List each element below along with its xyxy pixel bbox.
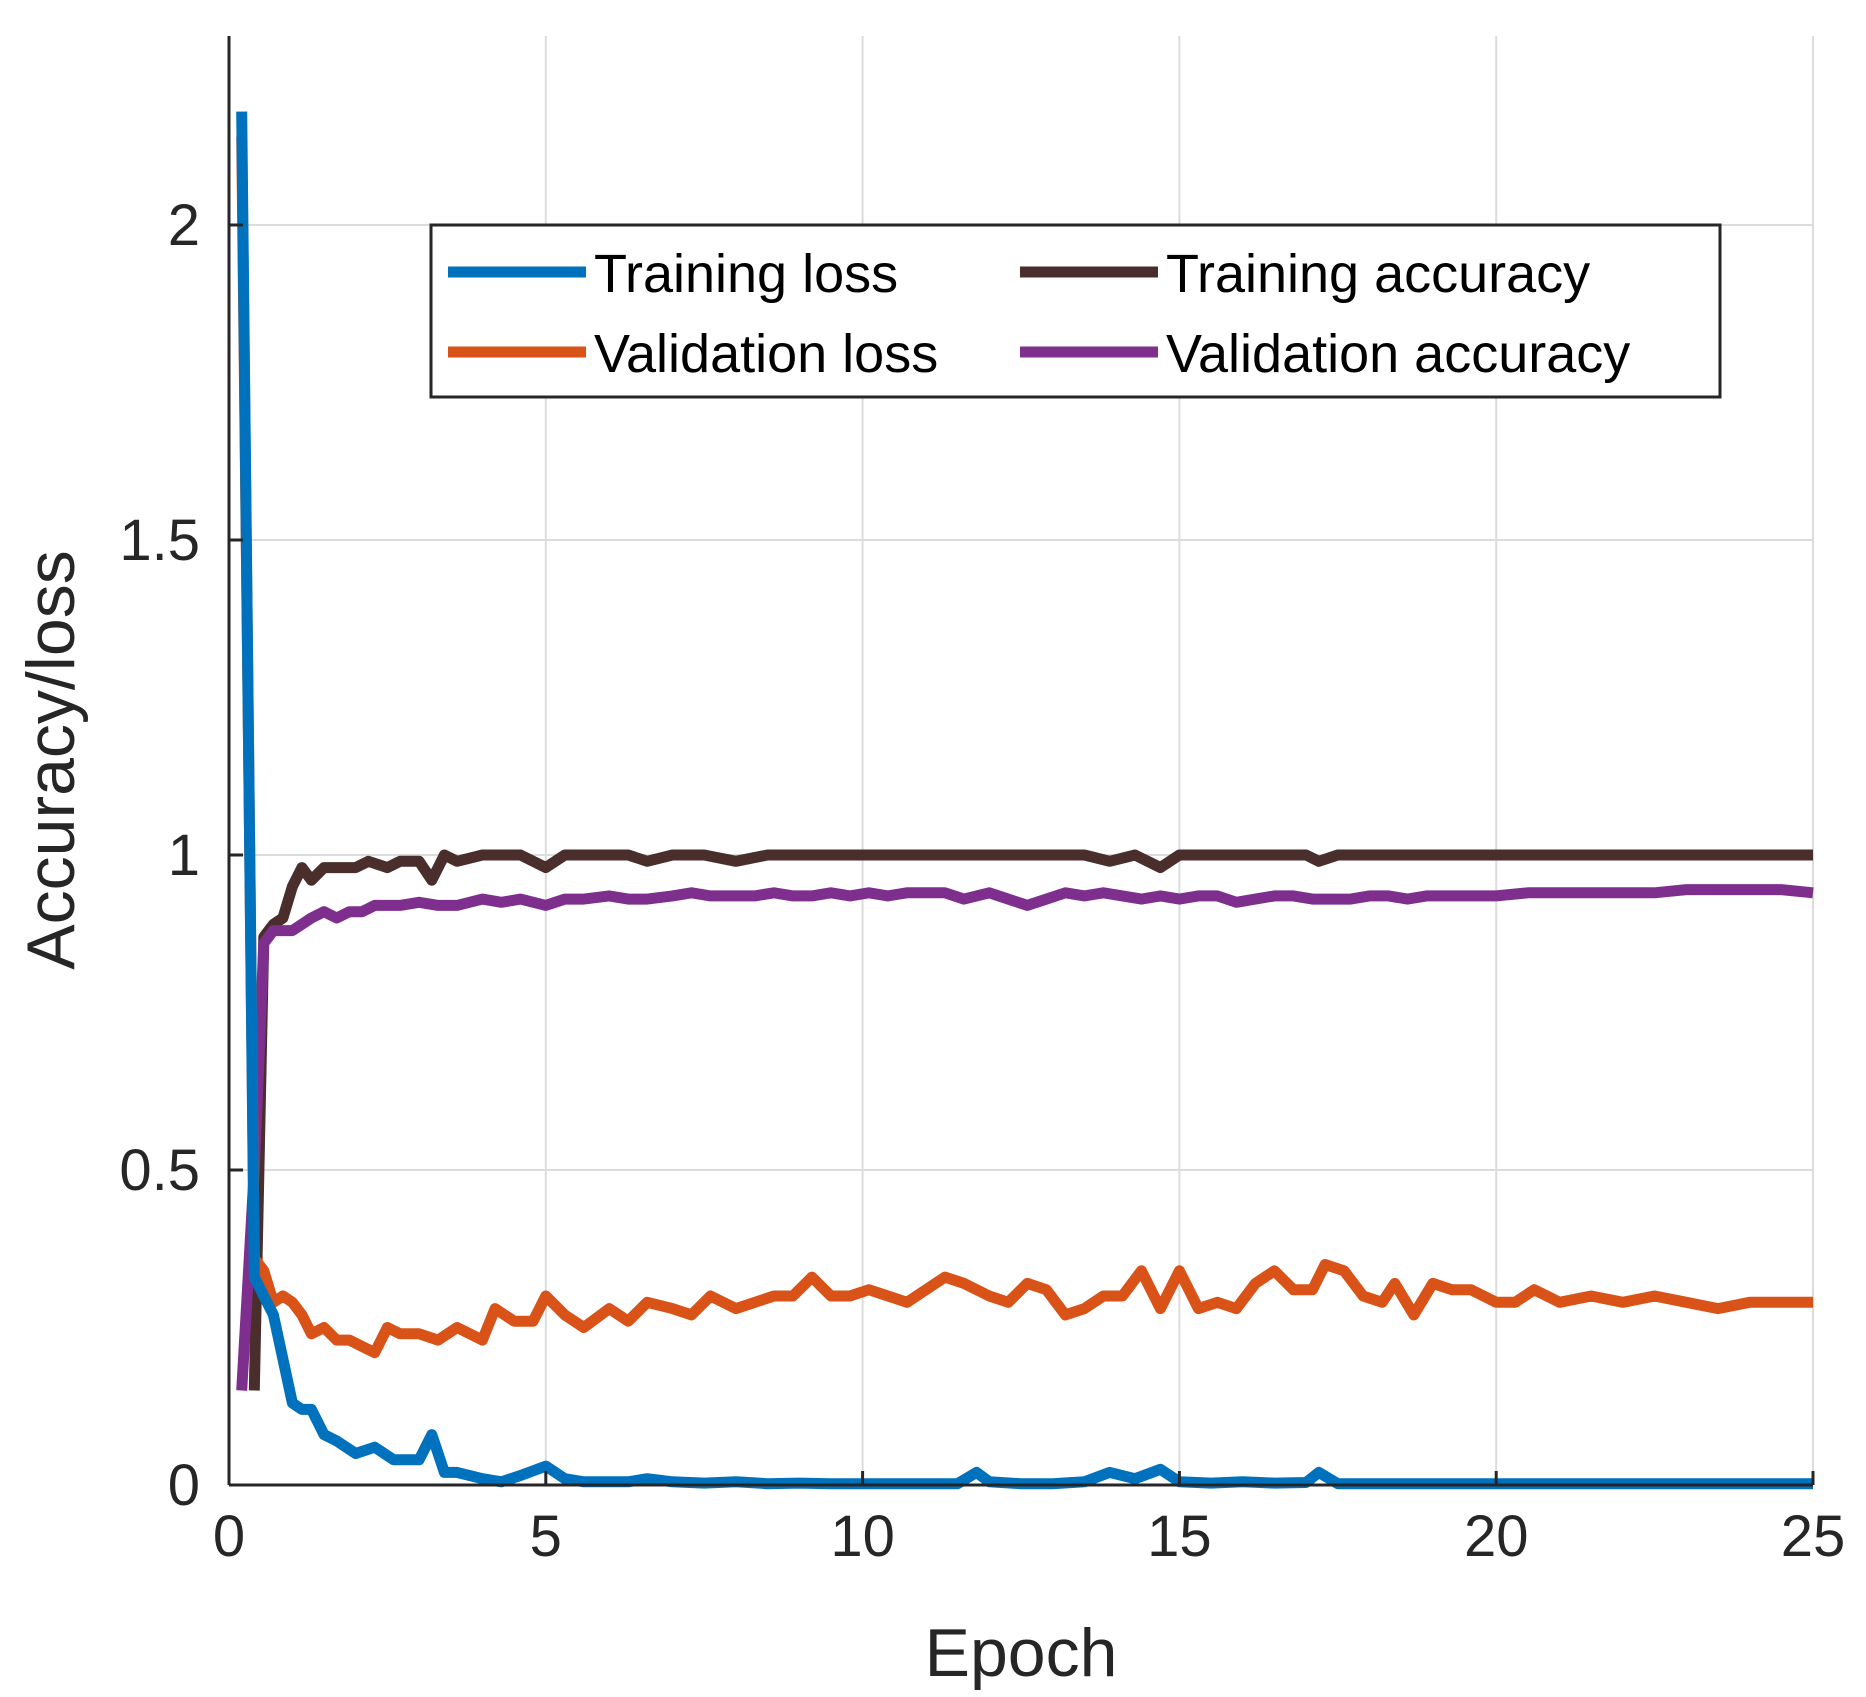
y-axis-title: Accuracy/loss — [13, 550, 89, 969]
series-line-training-loss — [236, 111, 1813, 1490]
x-tick-label: 15 — [1147, 1504, 1212, 1569]
series-line-training-accuracy — [248, 849, 1813, 1391]
legend-label-training-accuracy: Training accuracy — [1166, 244, 1590, 304]
x-axis-ticks: 0 5 10 15 20 25 — [213, 1471, 1845, 1569]
series-lines — [236, 111, 1814, 1490]
x-axis-title: Epoch — [925, 1615, 1118, 1691]
x-tick-label: 10 — [830, 1504, 895, 1569]
series-line-validation-loss — [236, 136, 1813, 1359]
x-tick-label: 5 — [530, 1504, 562, 1569]
y-tick-label: 0.5 — [119, 1138, 200, 1203]
legend-box — [429, 223, 1722, 399]
y-axis-ticks: 0 0.5 1 1.5 2 — [119, 193, 243, 1518]
y-tick-label: 0 — [168, 1453, 200, 1518]
x-tick-label: 25 — [1781, 1504, 1846, 1569]
legend-label-training-loss: Training loss — [594, 244, 898, 304]
legend-label-validation-accuracy: Validation accuracy — [1166, 324, 1630, 384]
axes — [227, 36, 1813, 1487]
x-tick-label: 0 — [213, 1504, 245, 1569]
y-tick-label: 1.5 — [119, 508, 200, 573]
y-tick-label: 1 — [168, 823, 200, 888]
legend: Training loss Validation loss Training a… — [429, 223, 1722, 399]
series-line-validation-accuracy — [236, 884, 1814, 1391]
x-tick-label: 20 — [1464, 1504, 1529, 1569]
y-tick-label: 2 — [168, 193, 200, 258]
legend-label-validation-loss: Validation loss — [594, 324, 938, 384]
